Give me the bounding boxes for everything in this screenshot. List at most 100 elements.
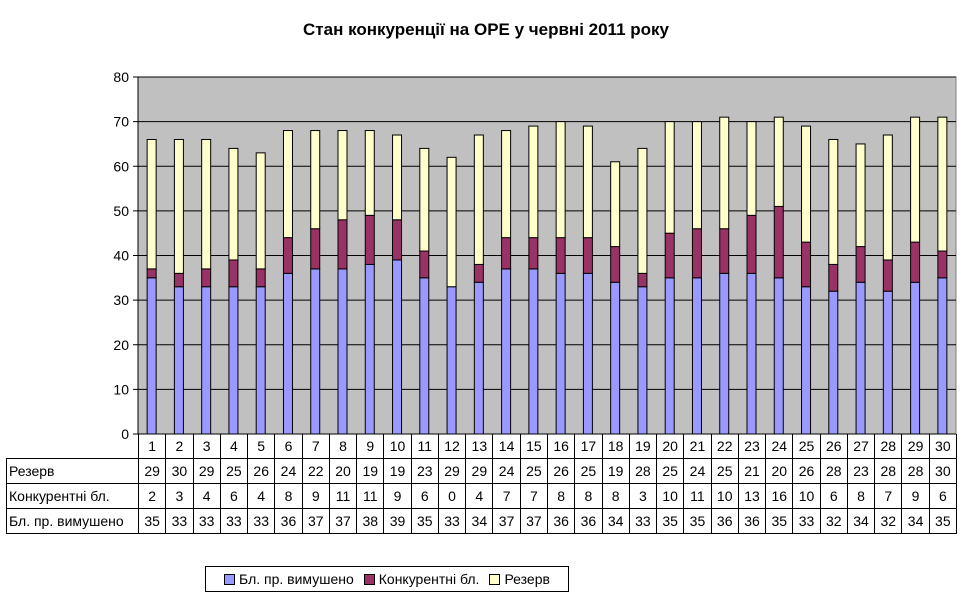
table-cell: 6 — [219, 483, 249, 509]
x-tick-label: 27 — [846, 434, 876, 459]
table-cell: 29 — [192, 458, 221, 484]
bar-segment-competitive — [392, 219, 403, 261]
table-cell: 33 — [792, 508, 821, 534]
x-tick-label: 7 — [301, 434, 330, 459]
bar-segment-reserve — [637, 147, 648, 274]
table-cell: 10 — [792, 483, 821, 509]
table-cell: 4 — [247, 483, 276, 509]
table-cell: 21 — [737, 458, 767, 484]
table-cell: 10 — [656, 483, 685, 509]
legend-label: Бл. пр. вимушено — [239, 571, 354, 587]
bar-segment-forced — [201, 286, 212, 435]
bar-segment-competitive — [473, 263, 484, 283]
legend-item: Резерв — [489, 571, 550, 587]
legend-label: Резерв — [504, 571, 550, 587]
x-tick-label: 22 — [710, 434, 739, 459]
table-cell: 11 — [683, 483, 712, 509]
bar-segment-reserve — [910, 116, 921, 243]
x-tick-label: 1 — [137, 434, 167, 459]
bar-segment-reserve — [282, 130, 293, 239]
bar-segment-forced — [310, 268, 321, 435]
bar-segment-forced — [555, 272, 566, 435]
legend-swatch — [363, 573, 375, 585]
bar-segment-forced — [528, 268, 539, 435]
table-cell: 11 — [356, 483, 385, 509]
table-cell: 38 — [356, 508, 385, 534]
bar-segment-forced — [882, 290, 893, 435]
bar-segment-forced — [801, 286, 812, 435]
bar-segment-competitive — [937, 250, 948, 279]
table-cell: 8 — [546, 483, 576, 509]
table-cell: 6 — [928, 483, 957, 509]
chart-title: Стан конкуренції на ОРЕ у червні 2011 ро… — [303, 20, 669, 39]
bar-segment-forced — [937, 277, 948, 435]
bar-segment-competitive — [364, 214, 375, 265]
bar-segment-forced — [419, 277, 430, 435]
x-tick-label: 8 — [328, 434, 358, 459]
legend-item: Конкурентні бл. — [363, 571, 479, 587]
bar-segment-competitive — [828, 263, 839, 292]
bar-segment-competitive — [310, 228, 321, 270]
table-cell: 37 — [492, 508, 521, 534]
bar-segment-forced — [473, 281, 484, 435]
table-row: Резерв 29 30 29 25 26 24 22 20 19 19 23 29 29 24 25 26 25… — [6, 458, 957, 484]
y-tick-label: 40 — [113, 248, 129, 264]
table-cell: 4 — [192, 483, 221, 509]
y-tick-label: 30 — [113, 292, 129, 308]
y-tick-label: 70 — [113, 114, 129, 130]
table-cell: 24 — [492, 458, 521, 484]
x-tick-label: 4 — [219, 434, 249, 459]
y-tick-label: 10 — [113, 381, 129, 397]
x-tick-label: 28 — [874, 434, 903, 459]
bar-segment-competitive — [882, 259, 893, 292]
table-cell: 35 — [683, 508, 712, 534]
x-tick-label: 25 — [792, 434, 821, 459]
x-tick-label: 29 — [901, 434, 930, 459]
table-cell: 28 — [901, 458, 930, 484]
bar-segment-reserve — [255, 152, 266, 270]
table-cell: 36 — [546, 508, 576, 534]
table-cell: 3 — [628, 483, 658, 509]
x-tick-label: 12 — [437, 434, 467, 459]
table-cell: 28 — [874, 458, 903, 484]
table-cell: 28 — [628, 458, 658, 484]
x-tick-label: 11 — [410, 434, 439, 459]
table-cell: 29 — [465, 458, 494, 484]
bar-segment-reserve — [473, 134, 484, 265]
table-cell: 36 — [737, 508, 767, 534]
bar-segment-competitive — [201, 268, 212, 288]
table-cell: 32 — [819, 508, 848, 534]
bar-segment-competitive — [555, 237, 566, 274]
table-cell: 16 — [765, 483, 794, 509]
table-cell: 36 — [274, 508, 303, 534]
y-tick-label: 60 — [113, 158, 129, 174]
bar-segment-reserve — [828, 138, 839, 265]
table-cell: 30 — [165, 458, 194, 484]
x-tick-label: 2 — [165, 434, 194, 459]
table-cell: 7 — [492, 483, 521, 509]
bar-segment-forced — [228, 286, 239, 435]
bar-segment-reserve — [364, 130, 375, 216]
bar-segment-competitive — [855, 246, 866, 283]
bar-segment-reserve — [719, 116, 730, 230]
bar-segment-competitive — [146, 268, 157, 279]
bar-segment-reserve — [528, 125, 539, 239]
bar-segment-forced — [610, 281, 621, 435]
bar-segment-forced — [501, 268, 512, 435]
bar-segment-reserve — [228, 147, 239, 261]
legend-swatch — [489, 573, 501, 585]
table-cell: 25 — [219, 458, 249, 484]
bar-segment-forced — [637, 286, 648, 435]
bar-segment-competitive — [501, 237, 512, 270]
bar-segment-competitive — [173, 272, 184, 288]
table-header-row: 1 2 3 4 5 6 7 8 9 10 11 12 13 14 15 16 17 18 19 20 21 22 23 24 2… — [6, 434, 957, 459]
bar-segment-forced — [855, 281, 866, 435]
table-row: Конкурентні бл. 2 3 4 6 4 8 9 11 11 9 6 0 4 7 7 8 8 8 3 10 11… — [6, 483, 957, 509]
table-cell: 2 — [137, 483, 167, 509]
bar-segment-reserve — [501, 130, 512, 239]
bar-segment-reserve — [555, 121, 566, 239]
table-cell: 35 — [928, 508, 957, 534]
table-cell: 13 — [737, 483, 767, 509]
bar-segment-reserve — [337, 130, 348, 221]
bar-segment-reserve — [801, 125, 812, 243]
